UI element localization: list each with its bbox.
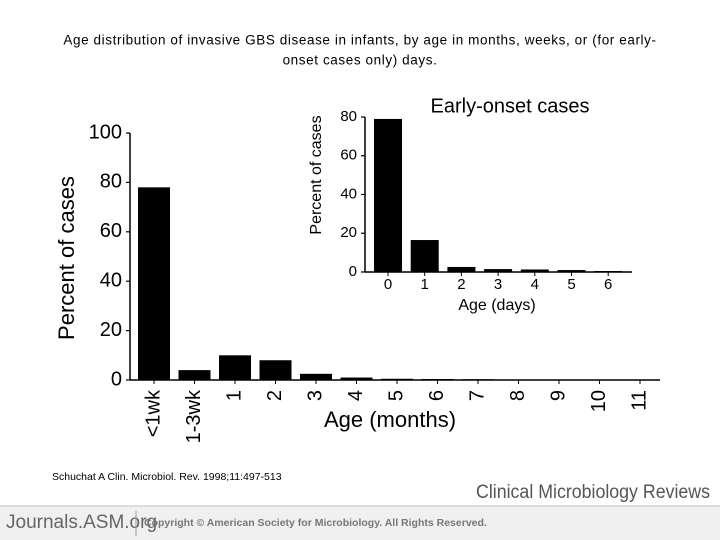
journal-name: Clinical Microbiology Reviews: [476, 482, 710, 503]
y-tick-label: 40: [100, 269, 122, 291]
x-tick-label: 3: [304, 390, 326, 401]
x-tick-label: 2: [264, 390, 286, 401]
bar: [374, 118, 402, 272]
footer-band: [0, 507, 720, 540]
x-tick-label: 0: [384, 276, 392, 293]
y-tick-label: 80: [100, 171, 122, 193]
source: Schuchat A Clin. Microbiol. Rev. 1998;11…: [52, 471, 282, 483]
x-tick-label: 9: [547, 390, 569, 401]
bar: [178, 370, 211, 380]
x-axis-label: Age (months): [324, 407, 456, 432]
x-tick-label: 6: [426, 390, 448, 401]
y-tick-label: 40: [340, 185, 357, 202]
bar: [219, 355, 251, 380]
bar: [410, 240, 439, 272]
bar: [520, 269, 549, 272]
bar: [462, 379, 494, 380]
y-tick-label: 20: [100, 319, 122, 341]
y-axis-label: Percent of cases: [54, 176, 79, 340]
slide-title: Age distribution of invasive GBS disease…: [63, 33, 656, 48]
x-tick-label: 3: [494, 276, 502, 293]
slide-title: onset cases only) days.: [283, 53, 438, 68]
x-tick-label: 11: [628, 390, 650, 411]
copyright: Copyright © American Society for Microbi…: [144, 517, 487, 529]
y-tick-label: 0: [349, 263, 357, 280]
bar: [340, 377, 373, 380]
y-tick-label: 60: [100, 220, 122, 242]
bar: [484, 269, 513, 272]
x-tick-label: 1: [421, 276, 429, 293]
x-tick-label: 10: [588, 390, 610, 412]
x-tick-label: 2: [457, 276, 465, 293]
y-axis-label: Percent of cases: [308, 115, 325, 234]
bar: [300, 373, 332, 380]
site-name: Journals.ASM.org: [6, 512, 157, 533]
x-tick-label: 1-3wk: [183, 389, 205, 443]
bar: [594, 271, 623, 272]
y-tick-label: 80: [340, 108, 357, 125]
x-tick-label: 6: [604, 276, 612, 293]
y-tick-label: 60: [340, 147, 357, 164]
y-tick-label: 100: [89, 121, 122, 143]
x-tick-label: 8: [507, 390, 529, 401]
y-tick-label: 0: [111, 368, 122, 390]
x-tick-label: 5: [567, 276, 575, 293]
y-tick-label: 20: [340, 224, 357, 241]
bar: [259, 360, 292, 380]
chart-title: Early-onset cases: [431, 95, 590, 117]
bar: [421, 379, 454, 380]
x-tick-label: 4: [345, 390, 367, 401]
x-tick-label: 1: [223, 390, 245, 401]
x-tick-label: <1wk: [142, 389, 164, 437]
x-axis-label: Age (days): [458, 297, 535, 314]
bar: [381, 378, 413, 380]
bar: [447, 266, 476, 272]
x-tick-label: 7: [466, 390, 488, 401]
bar: [138, 187, 170, 380]
x-tick-label: 5: [385, 390, 407, 401]
bar: [557, 270, 586, 272]
x-tick-label: 4: [531, 276, 539, 293]
